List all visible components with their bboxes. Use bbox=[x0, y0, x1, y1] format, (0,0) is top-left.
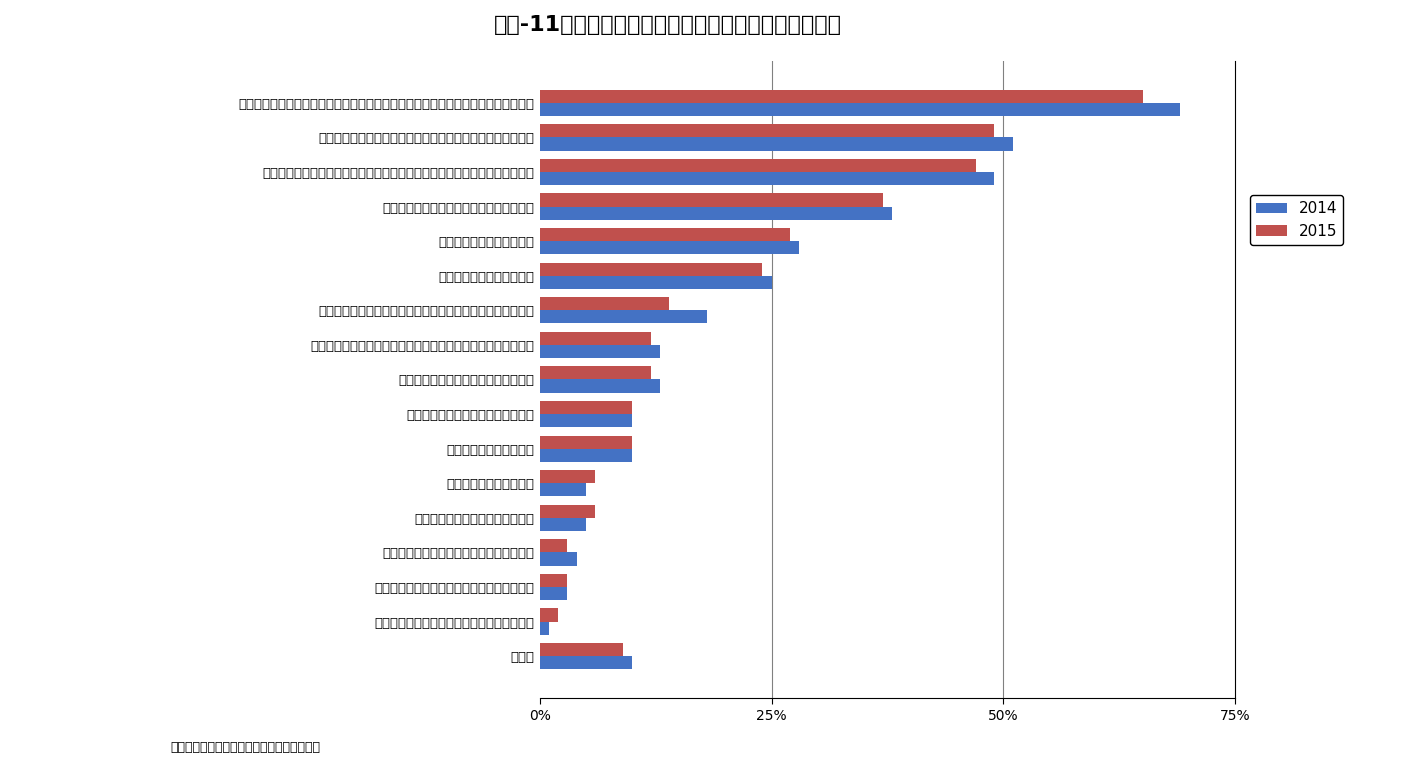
Bar bbox=[540, 90, 1143, 102]
Bar bbox=[540, 332, 650, 345]
Text: 図表-11　日本で事業展開する上での魅力（回答３つ）: 図表-11 日本で事業展開する上での魅力（回答３つ） bbox=[493, 15, 842, 35]
Bar bbox=[540, 657, 632, 669]
Bar bbox=[540, 470, 595, 483]
Bar bbox=[540, 587, 568, 600]
Bar bbox=[540, 483, 586, 496]
Bar bbox=[540, 505, 595, 518]
Bar bbox=[540, 206, 892, 219]
Bar bbox=[540, 137, 1012, 150]
Bar bbox=[540, 263, 763, 276]
Bar bbox=[540, 172, 994, 185]
Bar bbox=[540, 241, 799, 254]
Bar bbox=[540, 159, 976, 172]
Bar bbox=[540, 553, 577, 565]
Bar bbox=[540, 194, 883, 206]
Bar bbox=[540, 401, 632, 414]
Bar bbox=[540, 540, 568, 553]
Bar bbox=[540, 124, 994, 137]
Bar bbox=[540, 228, 790, 241]
Bar bbox=[540, 367, 650, 380]
Bar bbox=[540, 298, 669, 310]
Bar bbox=[540, 345, 660, 358]
Bar bbox=[540, 102, 1180, 116]
Bar bbox=[540, 276, 771, 289]
Bar bbox=[540, 414, 632, 427]
Bar bbox=[540, 609, 558, 622]
Bar bbox=[540, 380, 660, 392]
Bar bbox=[540, 518, 586, 531]
Bar bbox=[540, 310, 707, 323]
Bar bbox=[540, 574, 568, 587]
Text: （出所）経済産業省「外資系企業動向調査」: （出所）経済産業省「外資系企業動向調査」 bbox=[170, 742, 321, 754]
Bar bbox=[540, 449, 632, 461]
Legend: 2014, 2015: 2014, 2015 bbox=[1250, 195, 1343, 245]
Bar bbox=[540, 436, 632, 449]
Bar bbox=[540, 643, 623, 657]
Bar bbox=[540, 622, 550, 635]
